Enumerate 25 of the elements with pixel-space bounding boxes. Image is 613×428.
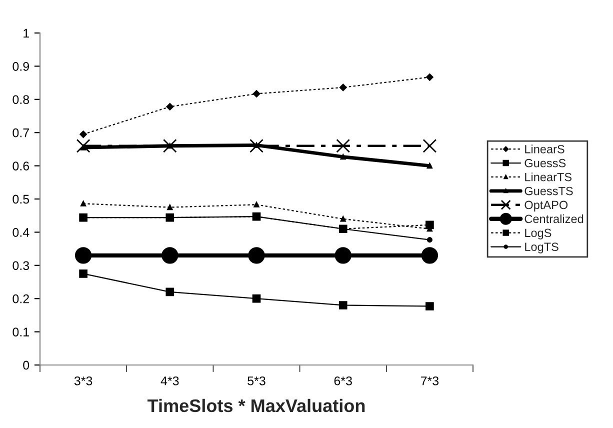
legend-label: Centralized [524, 214, 584, 224]
y-tick-label: 1 [24, 28, 29, 38]
y-tick-label: 0.2 [12, 294, 29, 304]
x-tick-label: 7*3 [420, 376, 439, 386]
legend-label: LinearTS [525, 172, 572, 182]
legend-label: LogS [525, 228, 552, 240]
x-tick-label: 4*3 [160, 376, 179, 386]
legend-label: GuessS [524, 158, 566, 168]
legend-label: LinearS [525, 144, 564, 154]
x-tick-label: 3*3 [74, 376, 92, 386]
legend-label: OptAPO [524, 200, 568, 212]
y-tick-label: 0.6 [12, 162, 30, 170]
y-tick-label: 0.4 [12, 228, 30, 237]
y-tick-label: 0 [23, 360, 30, 370]
legend-label: GuessTS [524, 186, 573, 196]
x-tick-label: 6*3 [334, 376, 352, 386]
x-axis-title: TimeSlots * MaxValuation [148, 398, 365, 412]
y-tick-label: 0.1 [12, 328, 29, 336]
y-tick-label: 0.3 [12, 261, 30, 270]
legend-label: LogTS [525, 242, 558, 254]
y-tick-label: 0.7 [12, 128, 29, 138]
y-tick-label: 0.9 [12, 62, 29, 71]
y-tick-label: 0.8 [12, 95, 30, 104]
x-tick-label: 5*3 [248, 376, 266, 386]
y-tick-label: 0.5 [12, 194, 30, 204]
